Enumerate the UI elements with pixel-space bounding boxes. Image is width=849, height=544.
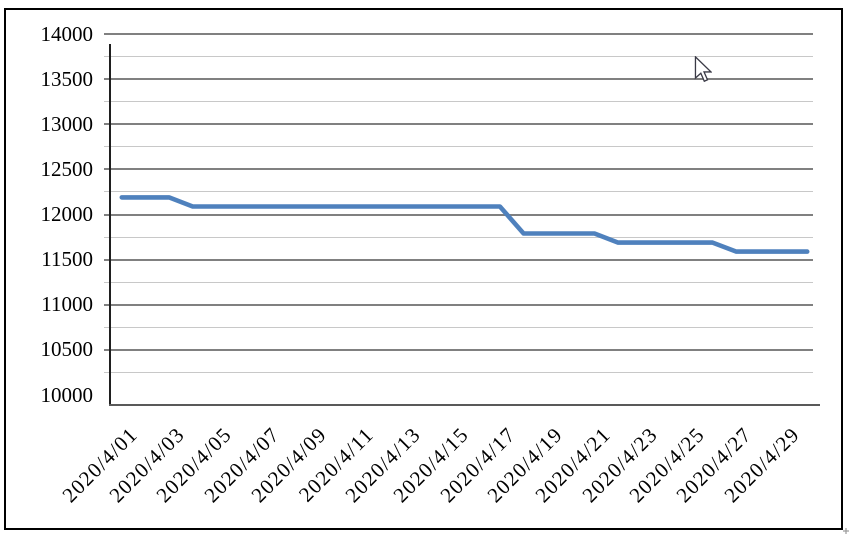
major-gridline bbox=[104, 33, 813, 35]
minor-gridline bbox=[104, 371, 813, 373]
y-axis-tick-label: 11000 bbox=[41, 292, 93, 317]
y-axis-tick-label: 13000 bbox=[40, 111, 94, 136]
minor-gridline bbox=[104, 326, 813, 328]
series-line bbox=[119, 195, 810, 254]
minor-gridline bbox=[104, 146, 813, 148]
minor-gridline bbox=[104, 281, 813, 283]
minor-gridline bbox=[104, 236, 813, 238]
y-axis-tick-label: 11500 bbox=[41, 247, 93, 272]
y-axis-tick-label: 14000 bbox=[40, 21, 94, 46]
x-axis-line bbox=[109, 404, 820, 406]
major-gridline bbox=[104, 213, 813, 216]
y-axis-tick-label: 10000 bbox=[40, 382, 94, 407]
mouse-cursor-icon bbox=[694, 56, 712, 83]
series-line-svg bbox=[119, 195, 810, 254]
y-axis-tick-label: 13500 bbox=[40, 66, 94, 91]
major-gridline bbox=[104, 78, 813, 81]
minor-gridline bbox=[104, 191, 813, 193]
y-axis-line bbox=[109, 44, 111, 405]
chart-frame: 14000 13500 13000 12500 12000 11500 11000 10500… bbox=[4, 8, 843, 530]
major-gridline bbox=[104, 258, 813, 261]
minor-gridline bbox=[104, 101, 813, 103]
minor-gridline bbox=[104, 56, 813, 58]
major-gridline bbox=[104, 303, 813, 306]
y-axis-tick-label: 12000 bbox=[40, 202, 94, 226]
major-gridline bbox=[104, 123, 813, 126]
major-gridline bbox=[104, 168, 813, 171]
major-gridline bbox=[104, 348, 813, 351]
corner-artifact-icon bbox=[843, 528, 849, 534]
y-axis-tick-label: 10500 bbox=[40, 337, 94, 362]
y-axis-tick-label: 12500 bbox=[40, 156, 94, 181]
